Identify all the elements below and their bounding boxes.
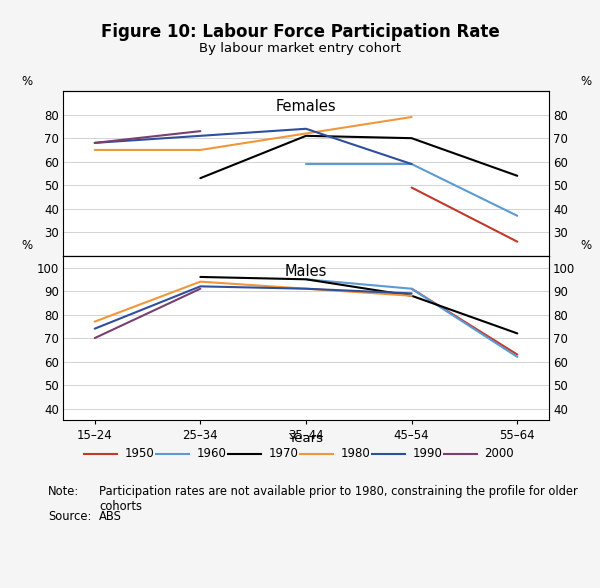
Text: 1950: 1950 [124, 447, 154, 460]
Text: %: % [21, 75, 32, 88]
Text: 2000: 2000 [484, 447, 514, 460]
Text: By labour market entry cohort: By labour market entry cohort [199, 42, 401, 55]
Text: 1980: 1980 [340, 447, 370, 460]
Text: Source:: Source: [48, 510, 91, 523]
Text: %: % [21, 239, 32, 252]
Text: Figure 10: Labour Force Participation Rate: Figure 10: Labour Force Participation Ra… [101, 24, 499, 41]
Text: ABS: ABS [99, 510, 122, 523]
Text: Males: Males [285, 264, 327, 279]
Text: Participation rates are not available prior to 1980, constraining the profile fo: Participation rates are not available pr… [99, 485, 578, 513]
Text: Females: Females [275, 99, 337, 115]
Text: Years: Years [289, 432, 323, 445]
Text: 1960: 1960 [196, 447, 226, 460]
Text: %: % [580, 239, 591, 252]
Text: Note:: Note: [48, 485, 79, 498]
Text: 1970: 1970 [268, 447, 298, 460]
Text: %: % [580, 75, 591, 88]
Text: 1990: 1990 [412, 447, 442, 460]
